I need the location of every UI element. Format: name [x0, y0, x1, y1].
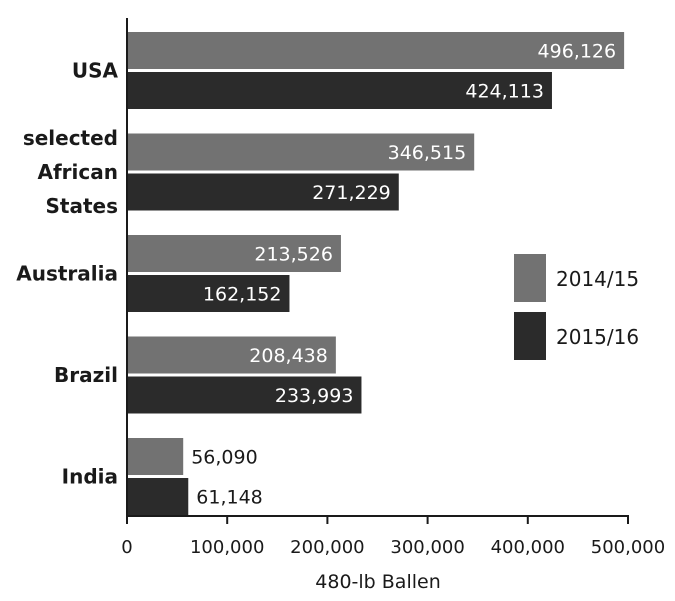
bar-2014-15-4	[127, 438, 184, 475]
category-label: Brazil	[54, 363, 118, 387]
data-label: 424,113	[465, 81, 544, 103]
category-label-line: Brazil	[54, 363, 118, 387]
data-label: 61,148	[196, 487, 262, 509]
category-label: USA	[72, 59, 119, 83]
bars-group: 496,126 424,113 346,515 271,229 213,526 162,1…	[127, 32, 625, 515]
category-label-line: selected	[23, 126, 118, 150]
bar-2014-15-3	[127, 336, 336, 374]
x-axis-title: 480-lb Ballen	[315, 571, 440, 593]
category-label: India	[62, 465, 118, 489]
legend-label-2015-16: 2015/16	[556, 325, 639, 349]
axes	[126, 18, 629, 517]
category-label-line: Australia	[16, 262, 118, 286]
category-label-line: African	[38, 160, 119, 184]
bar-2015-16-4	[127, 478, 189, 515]
legend-swatch-2015-16	[514, 312, 546, 360]
x-ticks: 0 100,000 200,000 300,000 400,000 500,000	[121, 516, 665, 558]
category-label: Australia	[16, 262, 118, 286]
legend-label-2014-15: 2014/15	[556, 267, 639, 291]
x-tick-label: 500,000	[591, 537, 665, 558]
bar-2015-16-3	[127, 376, 362, 414]
x-tick-label: 400,000	[491, 537, 565, 558]
bar-2015-16-2	[127, 275, 290, 312]
data-label: 208,438	[249, 345, 328, 367]
category-labels: USA selected African States Australia Brazil I…	[16, 59, 118, 489]
legend: 2014/15 2015/16	[514, 254, 639, 360]
bar-2015-16-0	[127, 72, 552, 109]
bar-2014-15-1	[127, 133, 475, 171]
data-label: 233,993	[275, 385, 354, 407]
category-label-line: USA	[72, 59, 119, 83]
bar-2014-15-0	[127, 32, 625, 69]
category-label-line: India	[62, 465, 118, 489]
legend-swatch-2014-15	[514, 254, 546, 302]
data-label: 162,152	[203, 284, 282, 306]
data-label: 271,229	[312, 182, 391, 204]
data-label: 496,126	[538, 41, 617, 63]
data-label: 346,515	[388, 142, 467, 164]
x-tick-label: 0	[121, 537, 132, 558]
bar-2015-16-1	[127, 173, 399, 211]
data-label: 56,090	[191, 447, 257, 469]
bar-2014-15-2	[127, 235, 341, 272]
category-label: selected African States	[23, 126, 118, 218]
x-tick-label: 200,000	[290, 537, 364, 558]
x-tick-label: 100,000	[190, 537, 264, 558]
data-label: 213,526	[254, 244, 333, 266]
x-tick-label: 300,000	[390, 537, 464, 558]
category-label-line: States	[46, 194, 119, 218]
